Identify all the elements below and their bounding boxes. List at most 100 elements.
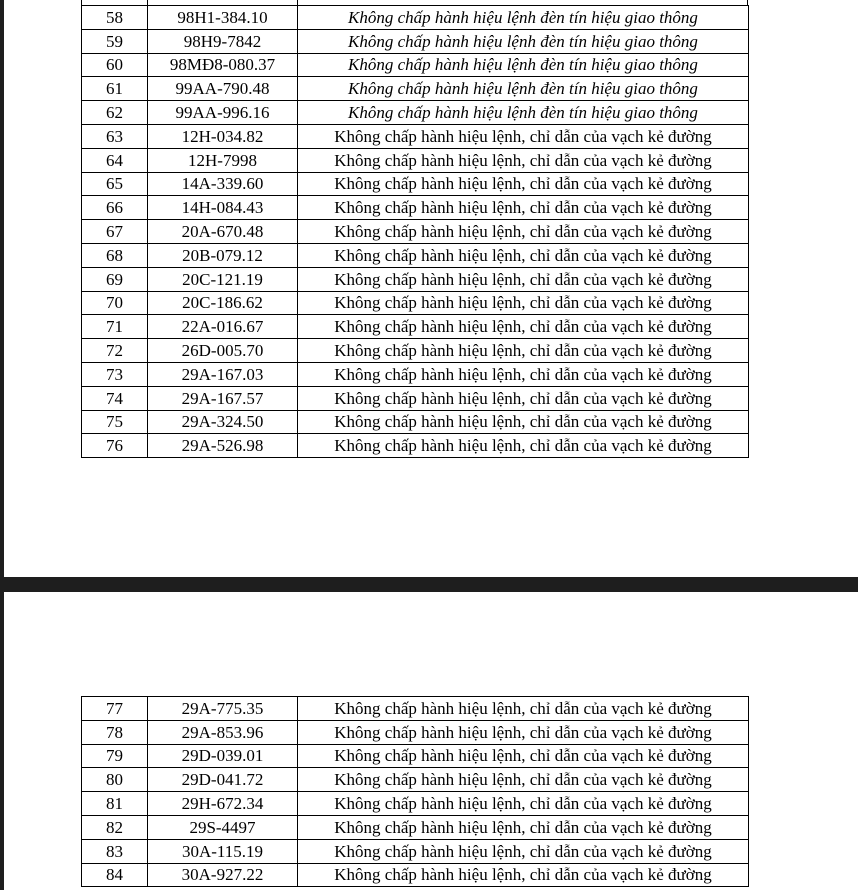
violation: Không chấp hành hiệu lệnh, chỉ dẫn của v… (297, 862, 749, 888)
row-number: 63 (81, 123, 148, 149)
row-number: 75 (81, 409, 148, 435)
violation: Không chấp hành hiệu lệnh đèn tín hiệu g… (297, 52, 749, 78)
row-number: 81 (81, 791, 148, 816)
violation: Không chấp hành hiệu lệnh, chỉ dẫn của v… (297, 147, 749, 173)
violation: Không chấp hành hiệu lệnh, chỉ dẫn của v… (297, 719, 749, 745)
row-number: 69 (81, 266, 148, 292)
license-plate: 14H-084.43 (147, 195, 298, 221)
license-plate: 12H-034.82 (147, 123, 298, 149)
table-row: 82 29S-4497 Không chấp hành hiệu lệnh, chỉ… (81, 814, 749, 840)
row-number: 71 (81, 314, 148, 340)
license-plate: 99AA-790.48 (147, 76, 298, 102)
violation: Không chấp hành hiệu lệnh đèn tín hiệu g… (297, 76, 749, 102)
violation: Không chấp hành hiệu lệnh, chỉ dẫn của v… (297, 314, 749, 340)
table-row: 69 20C-121.19 Không chấp hành hiệu lệnh, c… (81, 266, 749, 292)
table-row: 81 29H-672.34 Không chấp hành hiệu lệnh, c… (81, 791, 749, 816)
table-row: 60 98MĐ8-080.37 Không chấp hành hiệu lệnh … (81, 52, 749, 78)
row-number: 84 (81, 862, 148, 888)
license-plate: 98H1-384.10 (147, 5, 298, 30)
table-row: 64 12H-7998 Không chấp hành hiệu lệnh, chỉ… (81, 147, 749, 173)
table-row: 68 20B-079.12 Không chấp hành hiệu lệnh, c… (81, 242, 749, 268)
row-number: 83 (81, 838, 148, 864)
table-row: 58 98H1-384.10 Không chấp hành hiệu lệnh đ… (81, 5, 749, 30)
row-number: 58 (81, 5, 148, 30)
table-row: 77 29A-775.35 Không chấp hành hiệu lệnh, c… (81, 696, 749, 721)
row-number: 82 (81, 814, 148, 840)
table-row: 79 29D-039.01 Không chấp hành hiệu lệnh, c… (81, 743, 749, 769)
table-row: 72 26D-005.70 Không chấp hành hiệu lệnh, c… (81, 338, 749, 363)
violation: Không chấp hành hiệu lệnh, chỉ dẫn của v… (297, 743, 749, 769)
license-plate: 22A-016.67 (147, 314, 298, 340)
violation: Không chấp hành hiệu lệnh, chỉ dẫn của v… (297, 123, 749, 149)
license-plate: 20A-670.48 (147, 219, 298, 244)
violation: Không chấp hành hiệu lệnh, chỉ dẫn của v… (297, 791, 749, 816)
violation: Không chấp hành hiệu lệnh đèn tín hiệu g… (297, 5, 749, 30)
row-number: 73 (81, 361, 148, 387)
license-plate: 20C-186.62 (147, 290, 298, 316)
license-plate: 98MĐ8-080.37 (147, 52, 298, 78)
license-plate: 14A-339.60 (147, 171, 298, 197)
row-number: 62 (81, 100, 148, 125)
table-row: 63 12H-034.82 Không chấp hành hiệu lệnh, c… (81, 123, 749, 149)
license-plate: 29D-041.72 (147, 767, 298, 793)
violation: Không chấp hành hiệu lệnh, chỉ dẫn của v… (297, 290, 749, 316)
row-number: 67 (81, 219, 148, 244)
violation: Không chấp hành hiệu lệnh, chỉ dẫn của v… (297, 433, 749, 459)
row-number: 74 (81, 385, 148, 411)
table-row: 66 14H-084.43 Không chấp hành hiệu lệnh, c… (81, 195, 749, 221)
table-row: 76 29A-526.98 Không chấp hành hiệu lệnh, c… (81, 433, 749, 459)
row-number: 61 (81, 76, 148, 102)
violation: Không chấp hành hiệu lệnh, chỉ dẫn của v… (297, 767, 749, 793)
row-number: 79 (81, 743, 148, 769)
table-row: 73 29A-167.03 Không chấp hành hiệu lệnh, c… (81, 361, 749, 387)
license-plate: 26D-005.70 (147, 338, 298, 363)
table-row: 83 30A-115.19 Không chấp hành hiệu lệnh, c… (81, 838, 749, 864)
violation: Không chấp hành hiệu lệnh, chỉ dẫn của v… (297, 814, 749, 840)
table: 77 29A-775.35 Không chấp hành hiệu lệnh, c… (81, 696, 749, 888)
license-plate: 29A-853.96 (147, 719, 298, 745)
license-plate: 29A-324.50 (147, 409, 298, 435)
violation: Không chấp hành hiệu lệnh, chỉ dẫn của v… (297, 409, 749, 435)
table-row: 70 20C-186.62 Không chấp hành hiệu lệnh, c… (81, 290, 749, 316)
license-plate: 29A-526.98 (147, 433, 298, 459)
violation: Không chấp hành hiệu lệnh, chỉ dẫn của v… (297, 385, 749, 411)
page: 77 29A-775.35 Không chấp hành hiệu lệnh, c… (4, 592, 858, 890)
violation: Không chấp hành hiệu lệnh đèn tín hiệu g… (297, 28, 749, 54)
row-number: 68 (81, 242, 148, 268)
table-row: 59 98H9-7842 Không chấp hành hiệu lệnh đèn… (81, 28, 749, 54)
violation: Không chấp hành hiệu lệnh, chỉ dẫn của v… (297, 266, 749, 292)
table-row: 78 29A-853.96 Không chấp hành hiệu lệnh, c… (81, 719, 749, 745)
violation: Không chấp hành hiệu lệnh, chỉ dẫn của v… (297, 242, 749, 268)
license-plate: 30A-927.22 (147, 862, 298, 888)
row-number: 72 (81, 338, 148, 363)
row-number: 65 (81, 171, 148, 197)
license-plate: 29A-167.57 (147, 385, 298, 411)
row-number: 70 (81, 290, 148, 316)
table-row: 75 29A-324.50 Không chấp hành hiệu lệnh, c… (81, 409, 749, 435)
table-row: 84 30A-927.22 Không chấp hành hiệu lệnh, c… (81, 862, 749, 888)
row-number: 77 (81, 696, 148, 721)
license-plate: 29A-775.35 (147, 696, 298, 721)
violation: Không chấp hành hiệu lệnh, chỉ dẫn của v… (297, 195, 749, 221)
table-row: 61 99AA-790.48 Không chấp hành hiệu lệnh đ… (81, 76, 749, 102)
license-plate: 20B-079.12 (147, 242, 298, 268)
row-number: 66 (81, 195, 148, 221)
row-number: 60 (81, 52, 148, 78)
violation: Không chấp hành hiệu lệnh, chỉ dẫn của v… (297, 171, 749, 197)
table-row: 67 20A-670.48 Không chấp hành hiệu lệnh, c… (81, 219, 749, 244)
license-plate: 29S-4497 (147, 814, 298, 840)
row-number: 80 (81, 767, 148, 793)
row-number: 64 (81, 147, 148, 173)
table-row: 65 14A-339.60 Không chấp hành hiệu lệnh, c… (81, 171, 749, 197)
violation: Không chấp hành hiệu lệnh, chỉ dẫn của v… (297, 838, 749, 864)
table-row: 80 29D-041.72 Không chấp hành hiệu lệnh, c… (81, 767, 749, 793)
violation: Không chấp hành hiệu lệnh, chỉ dẫn của v… (297, 338, 749, 363)
row-number: 76 (81, 433, 148, 459)
license-plate: 99AA-996.16 (147, 100, 298, 125)
page: 58 98H1-384.10 Không chấp hành hiệu lệnh đ… (4, 0, 858, 577)
violation: Không chấp hành hiệu lệnh, chỉ dẫn của v… (297, 361, 749, 387)
row-number: 78 (81, 719, 148, 745)
license-plate: 98H9-7842 (147, 28, 298, 54)
license-plate: 20C-121.19 (147, 266, 298, 292)
